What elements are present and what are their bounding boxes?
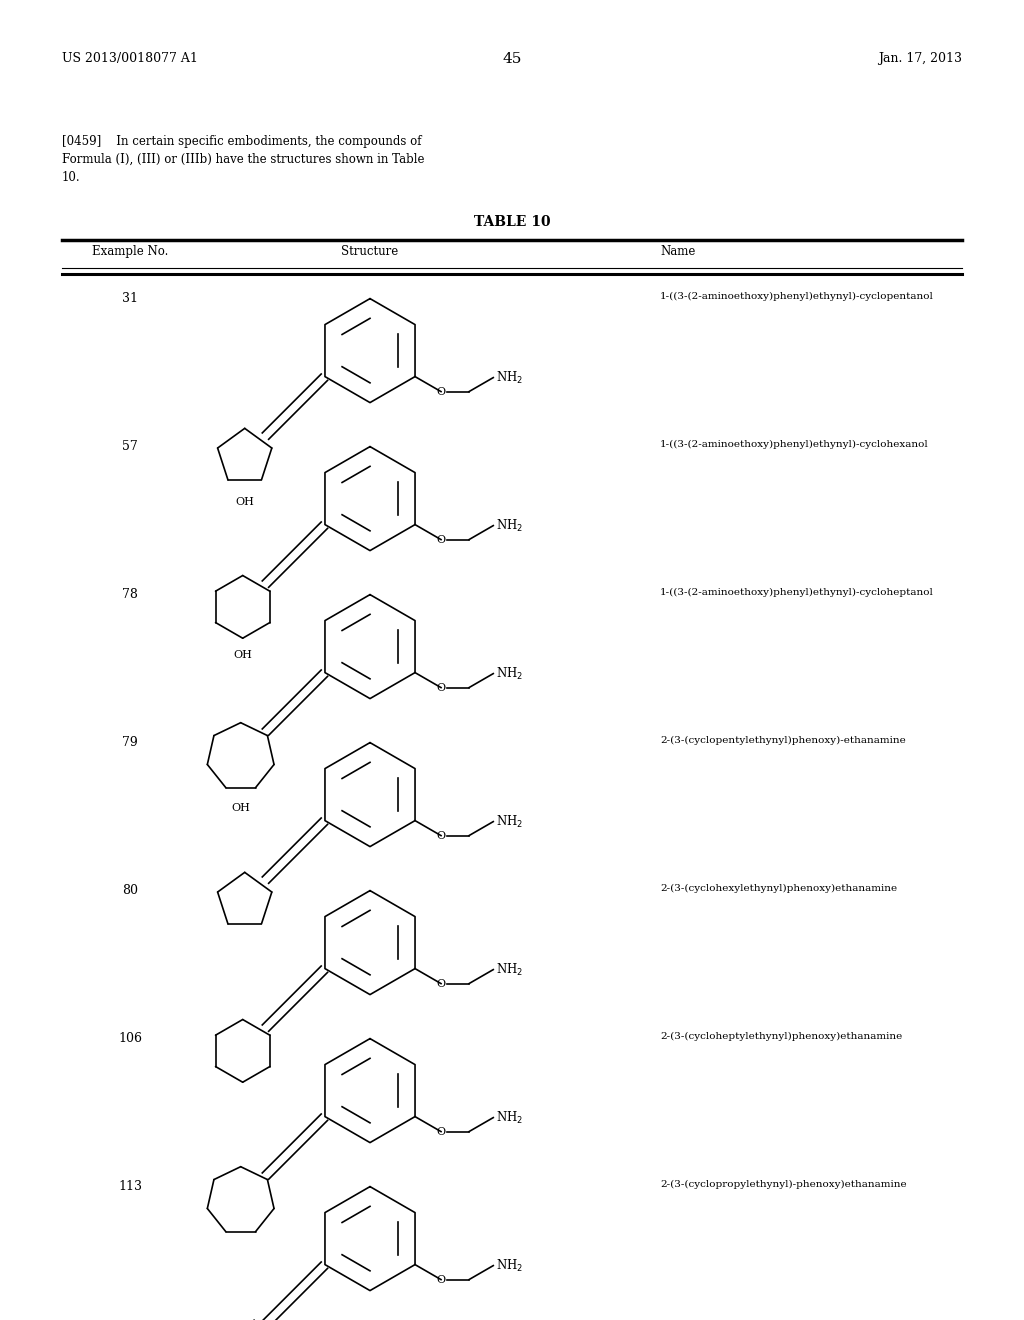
Text: 2-(3-(cyclohexylethynyl)phenoxy)ethanamine: 2-(3-(cyclohexylethynyl)phenoxy)ethanami… bbox=[660, 884, 897, 894]
Text: NH$_2$: NH$_2$ bbox=[497, 370, 523, 385]
Text: 10.: 10. bbox=[62, 172, 81, 183]
Text: 1-((3-(2-aminoethoxy)phenyl)ethynyl)-cyclopentanol: 1-((3-(2-aminoethoxy)phenyl)ethynyl)-cyc… bbox=[660, 292, 934, 301]
Text: NH$_2$: NH$_2$ bbox=[497, 1258, 523, 1274]
Text: OH: OH bbox=[231, 803, 250, 813]
Text: TABLE 10: TABLE 10 bbox=[474, 215, 550, 228]
Text: NH$_2$: NH$_2$ bbox=[497, 961, 523, 978]
Text: 2-(3-(cycloheptylethynyl)phenoxy)ethanamine: 2-(3-(cycloheptylethynyl)phenoxy)ethanam… bbox=[660, 1032, 902, 1041]
Text: O: O bbox=[436, 978, 445, 989]
Text: [0459]    In certain specific embodiments, the compounds of: [0459] In certain specific embodiments, … bbox=[62, 135, 422, 148]
Text: O: O bbox=[436, 535, 445, 545]
Text: NH$_2$: NH$_2$ bbox=[497, 813, 523, 830]
Text: NH$_2$: NH$_2$ bbox=[497, 665, 523, 681]
Text: 1-((3-(2-aminoethoxy)phenyl)ethynyl)-cyclohexanol: 1-((3-(2-aminoethoxy)phenyl)ethynyl)-cyc… bbox=[660, 440, 929, 449]
Text: Structure: Structure bbox=[341, 246, 398, 257]
Text: NH$_2$: NH$_2$ bbox=[497, 517, 523, 533]
Text: O: O bbox=[436, 387, 445, 396]
Text: OH: OH bbox=[233, 651, 252, 660]
Text: Name: Name bbox=[660, 246, 695, 257]
Text: 80: 80 bbox=[122, 884, 138, 898]
Text: 106: 106 bbox=[118, 1032, 142, 1045]
Text: 2-(3-(cyclopentylethynyl)phenoxy)-ethanamine: 2-(3-(cyclopentylethynyl)phenoxy)-ethana… bbox=[660, 737, 906, 744]
Text: O: O bbox=[436, 1126, 445, 1137]
Text: 2-(3-(cyclopropylethynyl)-phenoxy)ethanamine: 2-(3-(cyclopropylethynyl)-phenoxy)ethana… bbox=[660, 1180, 906, 1189]
Text: O: O bbox=[436, 1275, 445, 1284]
Text: 79: 79 bbox=[122, 737, 138, 748]
Text: 78: 78 bbox=[122, 587, 138, 601]
Text: O: O bbox=[436, 682, 445, 693]
Text: O: O bbox=[436, 830, 445, 841]
Text: 1-((3-(2-aminoethoxy)phenyl)ethynyl)-cycloheptanol: 1-((3-(2-aminoethoxy)phenyl)ethynyl)-cyc… bbox=[660, 587, 934, 597]
Text: Jan. 17, 2013: Jan. 17, 2013 bbox=[878, 51, 962, 65]
Text: US 2013/0018077 A1: US 2013/0018077 A1 bbox=[62, 51, 198, 65]
Text: 45: 45 bbox=[503, 51, 521, 66]
Text: 31: 31 bbox=[122, 292, 138, 305]
Text: Formula (I), (III) or (IIIb) have the structures shown in Table: Formula (I), (III) or (IIIb) have the st… bbox=[62, 153, 425, 166]
Text: NH$_2$: NH$_2$ bbox=[497, 1110, 523, 1126]
Text: 57: 57 bbox=[122, 440, 138, 453]
Text: OH: OH bbox=[236, 498, 254, 507]
Text: 113: 113 bbox=[118, 1180, 142, 1193]
Text: Example No.: Example No. bbox=[92, 246, 168, 257]
